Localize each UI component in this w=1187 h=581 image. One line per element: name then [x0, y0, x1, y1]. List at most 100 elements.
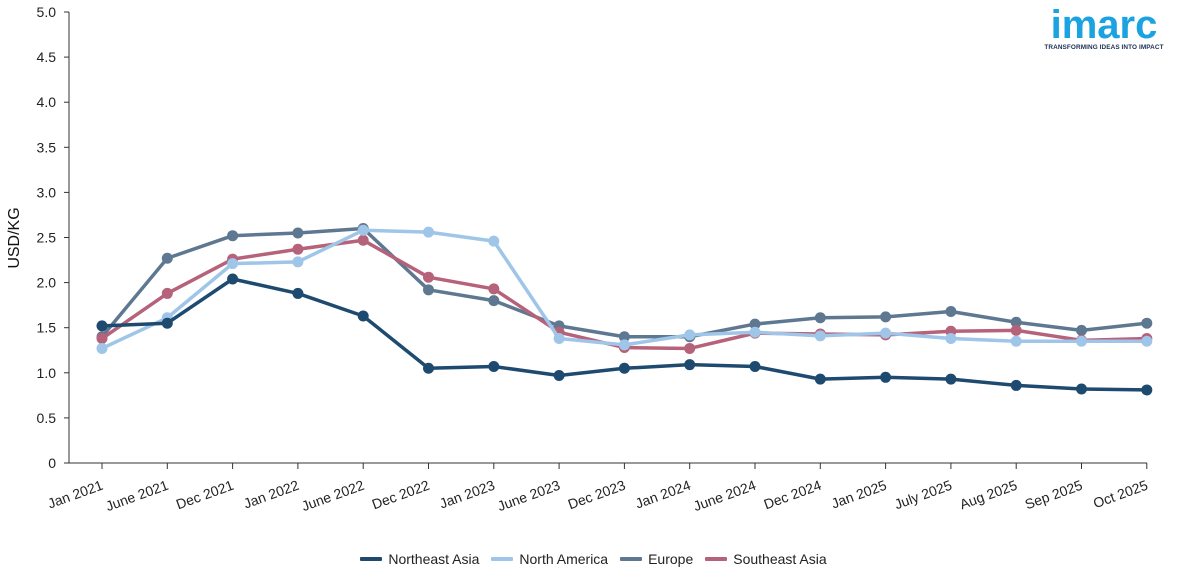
imarc-logo: imarc TRANSFORMING IDEAS INTO IMPACT [1044, 4, 1164, 51]
y-axis-title: USD/KG [6, 207, 23, 268]
x-tick-label: Dec 2024 [762, 477, 824, 513]
x-tick-label: June 2022 [299, 477, 366, 514]
legend-swatch [620, 557, 643, 561]
data-point-northeast-asia [423, 362, 434, 374]
data-point-southeast-asia [96, 333, 108, 345]
data-point-europe [227, 230, 239, 242]
data-point-southeast-asia [292, 243, 304, 255]
x-tick-label: June 2023 [495, 477, 562, 514]
data-point-europe [1076, 324, 1087, 336]
y-tick-label: 1.5 [37, 320, 57, 336]
data-point-north-america [749, 326, 761, 338]
data-point-southeast-asia [357, 234, 369, 246]
data-point-northeast-asia [880, 371, 892, 383]
x-tick-label: July 2025 [892, 477, 954, 513]
series-layer [96, 222, 1153, 396]
y-tick-label: 1.0 [37, 365, 57, 381]
data-point-northeast-asia [618, 362, 630, 374]
data-point-europe [488, 295, 500, 307]
y-tick-label: 3.5 [37, 139, 57, 155]
x-tick-label: Aug 2025 [957, 477, 1019, 513]
y-tick-label: 0.5 [37, 410, 57, 426]
data-point-europe [618, 331, 630, 343]
x-tick-label: Dec 2023 [566, 477, 628, 513]
data-point-northeast-asia [1076, 383, 1087, 395]
data-point-europe [1141, 317, 1153, 329]
legend-label: North America [519, 551, 609, 567]
legend-item-north-america: North America [491, 551, 608, 567]
logo-wordmark: imarc [1050, 3, 1158, 47]
data-point-europe [880, 311, 892, 323]
data-point-southeast-asia [684, 342, 696, 354]
data-point-northeast-asia [357, 310, 369, 322]
data-point-europe [161, 252, 173, 264]
legend-swatch [360, 557, 383, 561]
data-point-northeast-asia [749, 360, 761, 372]
x-tick-label: Oct 2025 [1091, 477, 1150, 512]
data-point-europe [814, 312, 826, 324]
x-tick-label: Dec 2021 [174, 477, 236, 513]
logo-tagline: TRANSFORMING IDEAS INTO IMPACT [1044, 44, 1164, 51]
data-point-northeast-asia [684, 359, 696, 371]
data-point-northeast-asia [1141, 384, 1153, 396]
data-point-north-america [1010, 335, 1022, 347]
x-tick-label: Jan 2021 [45, 477, 105, 512]
y-tick-label: 3.0 [37, 184, 57, 200]
series-north-america [96, 224, 1153, 354]
data-point-europe [749, 318, 761, 330]
x-tick-label: Jan 2024 [633, 477, 693, 512]
legend-item-europe: Europe [620, 551, 693, 567]
y-tick-label: 2.5 [37, 230, 57, 246]
data-point-north-america [1076, 335, 1087, 347]
data-point-north-america [1141, 335, 1153, 347]
legend-item-northeast-asia: Northeast Asia [360, 551, 479, 567]
data-point-northeast-asia [292, 287, 304, 299]
x-tick-label: Dec 2022 [370, 477, 432, 513]
data-point-north-america [423, 226, 434, 238]
x-tick-label: Jan 2022 [241, 477, 301, 512]
data-point-europe [1010, 316, 1022, 328]
data-point-southeast-asia [488, 283, 500, 295]
data-point-north-america [945, 333, 957, 345]
data-point-northeast-asia [96, 320, 108, 332]
y-tick-label: 2.0 [37, 275, 57, 291]
x-tick-label: Jan 2025 [829, 477, 889, 512]
data-point-northeast-asia [814, 373, 826, 385]
chart-legend: Northeast Asia North America Europe Southea… [0, 551, 1187, 567]
y-tick-label: 0 [48, 455, 56, 471]
y-tick-label: 4.0 [37, 94, 57, 110]
y-tick-label: 5.0 [37, 4, 57, 20]
legend-label: Southeast Asia [733, 551, 827, 567]
data-point-north-america [292, 256, 304, 268]
x-tick-label: June 2021 [103, 477, 170, 514]
data-point-northeast-asia [227, 273, 239, 285]
y-tick-label: 4.5 [37, 49, 57, 65]
data-point-europe [292, 227, 304, 239]
data-point-northeast-asia [1010, 379, 1022, 391]
data-point-north-america [227, 258, 239, 270]
data-point-southeast-asia [161, 287, 173, 299]
data-point-northeast-asia [161, 317, 173, 329]
data-point-north-america [553, 333, 565, 345]
data-point-north-america [96, 342, 108, 354]
data-point-north-america [618, 339, 630, 351]
data-point-north-america [488, 235, 500, 247]
series-northeast-asia [96, 273, 1153, 396]
x-tick-label: June 2024 [691, 477, 758, 514]
data-point-northeast-asia [488, 360, 500, 372]
data-point-north-america [357, 224, 369, 236]
data-point-northeast-asia [945, 373, 957, 385]
y-axis: 0 0.5 1.0 1.5 2.0 2.5 3.0 3.5 4.0 4.5 5.0 [37, 4, 70, 471]
legend-swatch [491, 557, 514, 561]
data-point-southeast-asia [1010, 324, 1022, 336]
x-tick-label: Sep 2025 [1023, 477, 1085, 513]
legend-label: Europe [648, 551, 694, 567]
data-point-north-america [880, 327, 892, 339]
x-tick-label: Jan 2023 [437, 477, 497, 512]
legend-swatch [705, 557, 728, 561]
legend-label: Northeast Asia [388, 551, 480, 567]
data-point-north-america [684, 329, 696, 341]
data-point-europe [423, 284, 434, 296]
